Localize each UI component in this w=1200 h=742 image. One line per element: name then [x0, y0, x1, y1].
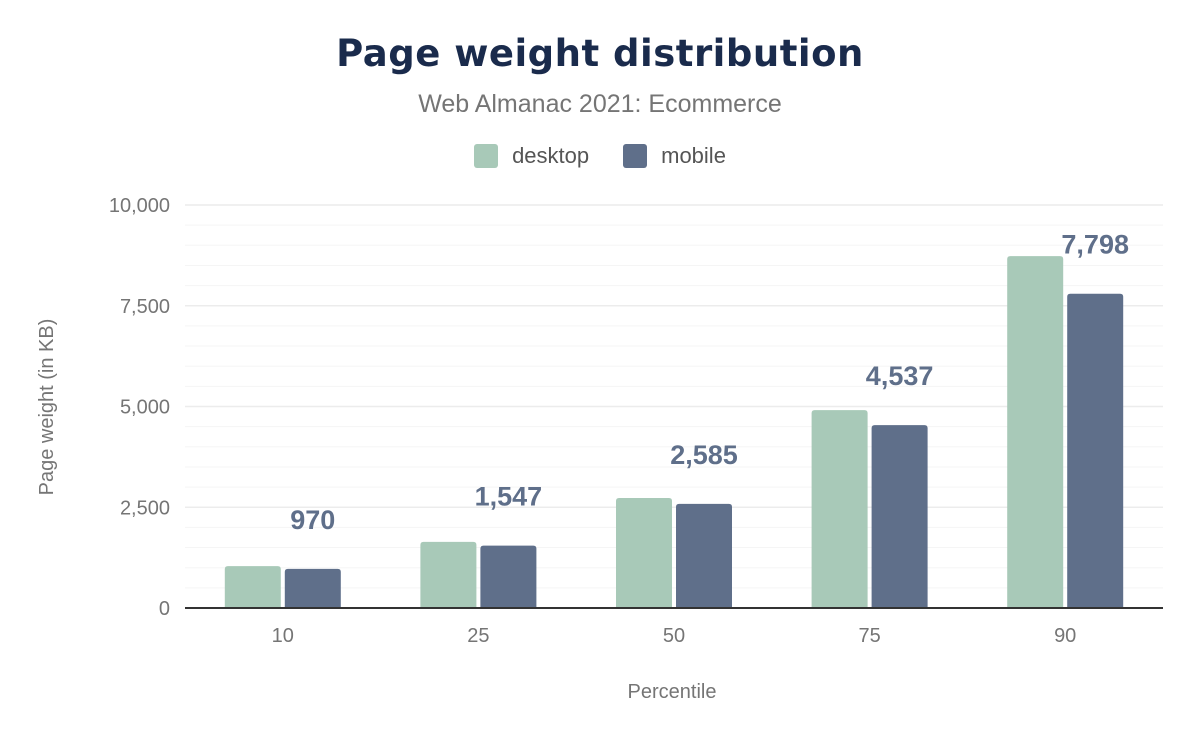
x-tick-label: 25: [467, 625, 489, 647]
x-tick-label: 10: [272, 625, 294, 647]
bar-mobile: [676, 503, 732, 608]
bar-desktop: [811, 410, 868, 608]
data-label-mobile: 7,798: [1061, 230, 1129, 260]
y-tick-label: 0: [159, 598, 170, 620]
chart-title: Page weight distribution: [336, 32, 864, 75]
y-tick-label: 2,500: [120, 497, 170, 519]
legend-item-desktop[interactable]: desktop: [474, 143, 589, 169]
y-axis-label: Page weight (in KB): [36, 319, 58, 496]
data-label-mobile: 1,547: [475, 482, 543, 512]
bar-desktop: [1007, 256, 1064, 608]
legend-swatch-mobile: [623, 144, 648, 168]
bar-desktop: [420, 541, 477, 608]
y-tick-label: 5,000: [120, 397, 170, 419]
bar-mobile: [284, 568, 341, 608]
bar-desktop: [224, 566, 281, 608]
legend: desktop mobile: [0, 143, 1200, 169]
data-label-mobile: 4,537: [866, 361, 934, 391]
legend-label-mobile: mobile: [661, 143, 726, 168]
data-label-mobile: 2,585: [670, 440, 738, 470]
bar-mobile: [480, 545, 537, 608]
data-label-mobile: 970: [290, 505, 335, 535]
legend-item-mobile[interactable]: mobile: [623, 143, 726, 169]
x-tick-label: 90: [1054, 625, 1076, 647]
y-tick-label: 7,500: [120, 296, 170, 318]
x-tick-label: 50: [663, 625, 685, 647]
bar-mobile: [1067, 293, 1124, 608]
x-tick-label: 75: [858, 625, 880, 647]
bar-desktop: [616, 497, 672, 608]
x-axis-label: Percentile: [628, 681, 717, 703]
legend-label-desktop: desktop: [512, 143, 590, 168]
chart-subtitle: Web Almanac 2021: Ecommerce: [418, 90, 782, 118]
y-tick-label: 10,000: [109, 195, 170, 217]
legend-swatch-desktop: [474, 144, 499, 168]
bar-mobile: [871, 425, 928, 608]
